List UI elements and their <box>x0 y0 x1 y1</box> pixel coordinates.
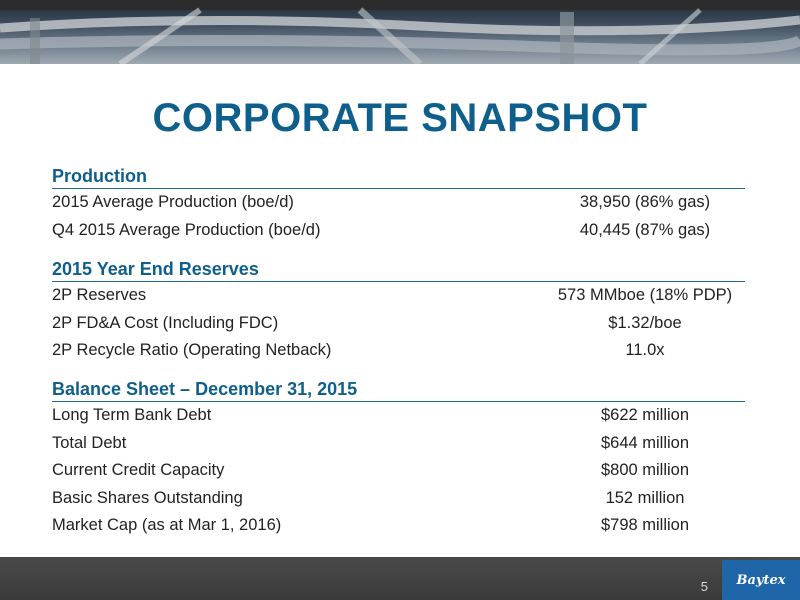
row-label: Current Credit Capacity <box>52 461 225 480</box>
company-logo-icon: Baytex <box>722 560 800 600</box>
row-label: Market Cap (as at Mar 1, 2016) <box>52 516 282 535</box>
page-title: CORPORATE SNAPSHOT <box>152 96 648 140</box>
section-heading: 2015 Year End Reserves <box>52 259 745 282</box>
table-row: 2015 Average Production (boe/d) 38,950 (… <box>52 189 745 217</box>
header-banner-image <box>0 0 800 64</box>
row-value: 40,445 (87% gas) <box>579 220 711 239</box>
row-value: $798 million <box>600 516 690 535</box>
row-label: 2P Recycle Ratio (Operating Netback) <box>52 341 332 360</box>
row-value: 573 MMboe (18% PDP) <box>557 286 733 305</box>
row-label: Basic Shares Outstanding <box>52 488 243 507</box>
row-label: Long Term Bank Debt <box>52 406 212 425</box>
table-row: 2P Recycle Ratio (Operating Netback) 11.… <box>52 337 745 365</box>
row-value: 38,950 (86% gas) <box>579 193 711 212</box>
table-row: Basic Shares Outstanding 152 million <box>52 485 745 513</box>
row-value: 11.0x <box>625 341 665 360</box>
pipes-photo <box>0 0 800 64</box>
section-production: Production 2015 Average Production (boe/… <box>52 166 745 244</box>
row-label: 2P Reserves <box>52 286 147 305</box>
section-balance-sheet: Balance Sheet – December 31, 2015 Long T… <box>52 379 745 540</box>
row-value: $800 million <box>600 461 690 480</box>
row-label: 2015 Average Production (boe/d) <box>52 193 294 212</box>
row-label: Q4 2015 Average Production (boe/d) <box>52 220 321 239</box>
table-row: Long Term Bank Debt $622 million <box>52 402 745 430</box>
section-reserves: 2015 Year End Reserves 2P Reserves 573 M… <box>52 259 745 365</box>
table-row: Current Credit Capacity $800 million <box>52 457 745 485</box>
logo-text: Baytex <box>736 572 786 588</box>
footer-bar <box>0 557 800 600</box>
table-row: Market Cap (as at Mar 1, 2016) $798 mill… <box>52 512 745 540</box>
table-row: Total Debt $644 million <box>52 430 745 458</box>
row-value: $1.32/boe <box>608 313 682 332</box>
row-label: Total Debt <box>52 433 127 452</box>
row-value: 152 million <box>605 488 685 507</box>
row-value: $622 million <box>600 406 690 425</box>
table-row: 2P Reserves 573 MMboe (18% PDP) <box>52 282 745 310</box>
page-number: 5 <box>700 579 708 594</box>
section-heading: Balance Sheet – December 31, 2015 <box>52 379 745 402</box>
section-heading: Production <box>52 166 745 189</box>
row-label: 2P FD&A Cost (Including FDC) <box>52 313 279 332</box>
table-row: 2P FD&A Cost (Including FDC) $1.32/boe <box>52 310 745 338</box>
table-row: Q4 2015 Average Production (boe/d) 40,44… <box>52 217 745 245</box>
row-value: $644 million <box>600 433 690 452</box>
